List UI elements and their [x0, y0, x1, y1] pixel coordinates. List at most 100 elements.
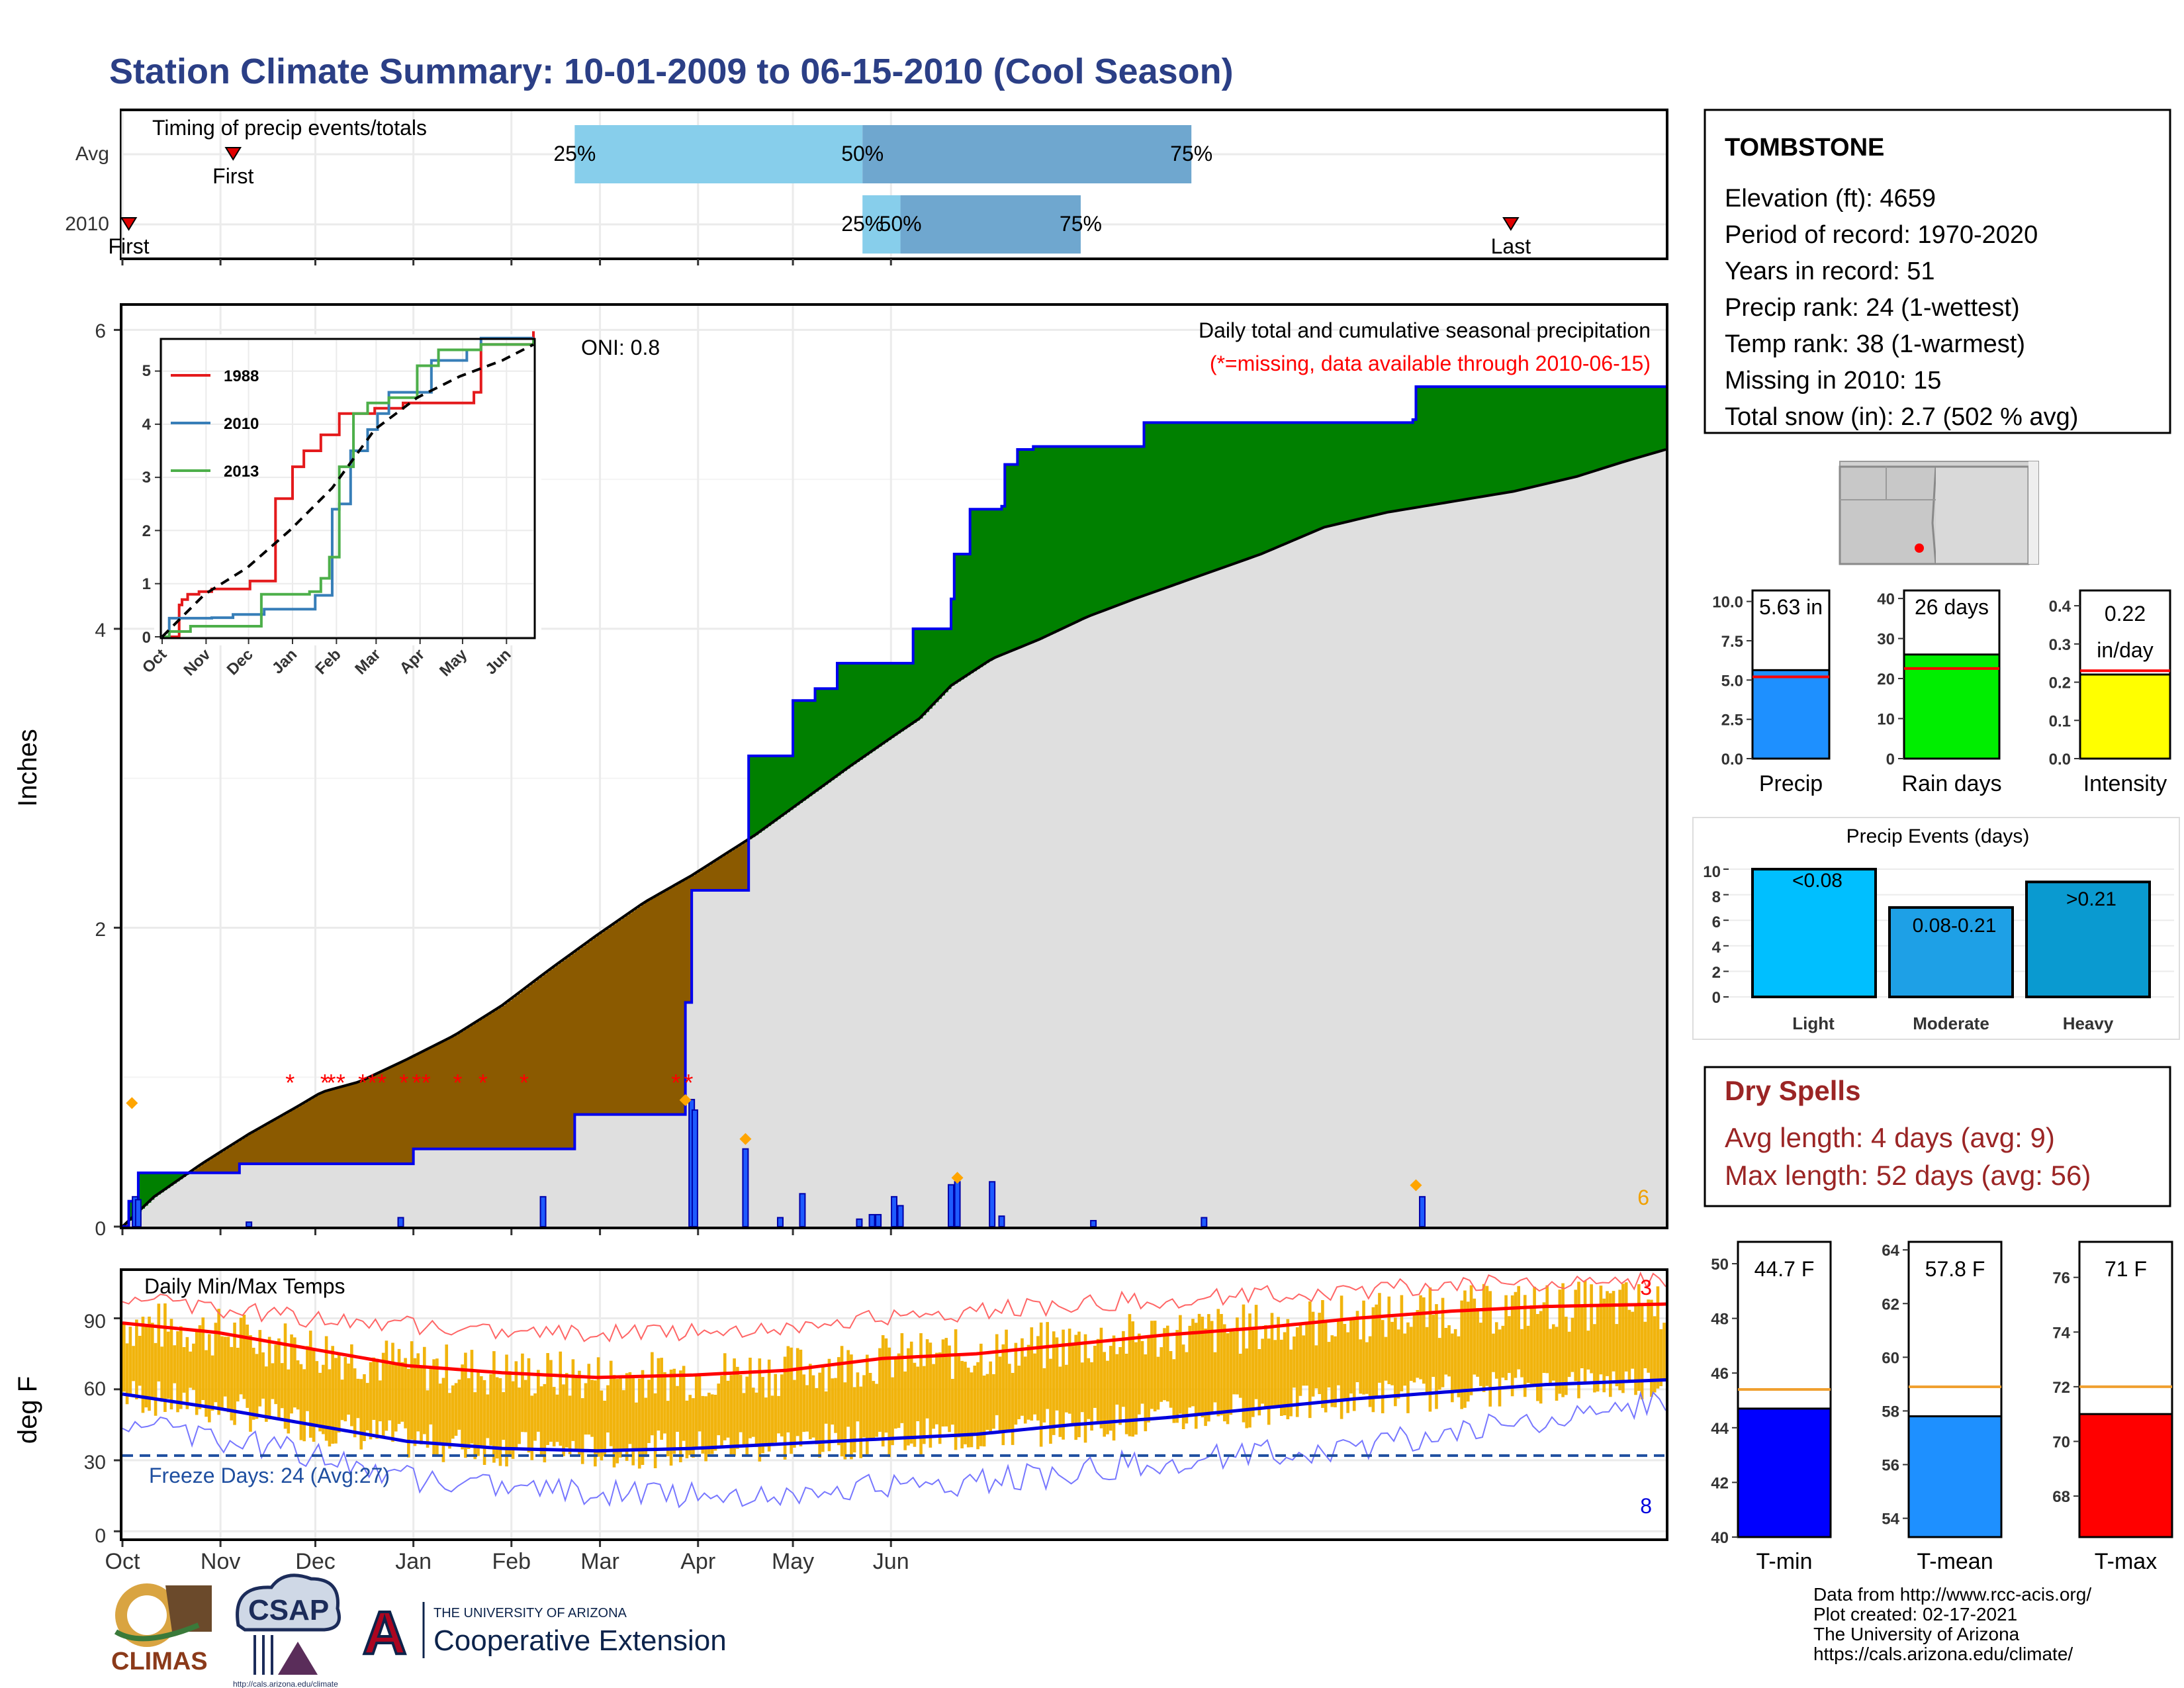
- mini-tmean-value-label: 57.8 F: [1925, 1257, 1985, 1281]
- month-label-Dec: Dec: [295, 1549, 335, 1574]
- events-tick-10: 10: [1703, 863, 1721, 881]
- mini-tmin-ytick-2: 44: [1711, 1420, 1729, 1438]
- timing-y2010-first-marker: [120, 217, 138, 231]
- timing-y2010-first-label: First: [108, 234, 149, 258]
- daily-precip-bar-9: [799, 1193, 806, 1228]
- credit-plot-created: Plot created: 02-17-2021: [1813, 1604, 2017, 1624]
- events-label-heavy: >0.21: [2066, 888, 2116, 910]
- mini-intensity-value-label: 0.22: [2105, 602, 2146, 626]
- timing-y2010-q25-label: 25%: [841, 212, 884, 236]
- station-name: TOMBSTONE: [1725, 134, 1884, 162]
- events-label-light: <0.08: [1792, 870, 1843, 892]
- precip-baseline-area: [122, 449, 1666, 1227]
- mini-intensity-ytick-4: 0.4: [2049, 598, 2071, 616]
- avg-tmin-line: [122, 1378, 1666, 1453]
- missing-day-marker-14: *: [684, 1069, 693, 1096]
- precip-average-cumulative-line: [121, 448, 1666, 1228]
- ua-coop-extension: Cooperative Extension: [433, 1624, 727, 1657]
- dry-spells-box: Dry Spells Avg length: 4 days (avg: 9) M…: [1704, 1066, 2171, 1207]
- ua-name: THE UNIVERSITY OF ARIZONA: [433, 1606, 627, 1620]
- timing-label: Timing of precip events/totals: [152, 116, 427, 140]
- missing-day-marker-4: *: [358, 1069, 367, 1096]
- snow-marker-2: [739, 1133, 752, 1145]
- precip-tick-4: 4: [95, 620, 106, 641]
- precip-panel: Inches * ** * * * * * * * * * * * * 0 2 4 6 Daily tot…: [13, 303, 1668, 1240]
- mini-raindays-ytick-4: 40: [1877, 590, 1895, 608]
- month-label-Apr: Apr: [680, 1549, 715, 1574]
- month-label-Nov: Nov: [201, 1549, 240, 1574]
- university-of-arizona-logo: A THE UNIVERSITY OF ARIZONA Cooperative …: [359, 1598, 727, 1668]
- month-label-Feb: Feb: [492, 1549, 531, 1574]
- precip-tick-6: 6: [95, 320, 106, 342]
- mini-tmax-ytick-3: 74: [2052, 1324, 2070, 1342]
- precip-above-average-area: [122, 387, 1666, 1227]
- events-label-moderate: 0.08-0.21: [1913, 915, 1997, 937]
- record-min-line: [122, 1391, 1666, 1509]
- info-years: Years in record: 51: [1725, 258, 1935, 285]
- mini-tmean-ytick-0: 54: [1882, 1511, 1899, 1528]
- avg-tmax-line: [122, 1302, 1666, 1380]
- inset-ytick-0: 0: [142, 629, 151, 647]
- events-cat-light: Light: [1792, 1013, 1835, 1033]
- daily-precip-bar-20: [1201, 1217, 1208, 1228]
- timing-avg-q75-label: 75%: [1170, 142, 1212, 165]
- mini-tmean-axis-label: T-mean: [1917, 1549, 1993, 1574]
- inset-chart: 0 1 2 3 4 5 Oct Nov Dec Jan Feb Mar Apr May Jun …: [139, 331, 541, 680]
- temp-count-top: 3: [1640, 1276, 1652, 1299]
- missing-day-marker-13: *: [671, 1069, 680, 1096]
- snow-marker-1: [679, 1094, 692, 1106]
- mini-precip-ytick-4: 10.0: [1712, 594, 1743, 612]
- missing-day-marker-9: *: [422, 1069, 431, 1096]
- missing-day-marker-5: *: [368, 1069, 377, 1096]
- locator-map: [1839, 461, 2039, 565]
- info-precip-rank: Precip rank: 24 (1-wettest): [1725, 294, 2020, 322]
- mini-raindays-ytick-1: 10: [1877, 711, 1895, 729]
- missing-note: (*=missing, data available through 2010-…: [1210, 352, 1651, 375]
- daily-precip-bar-7: [742, 1148, 749, 1228]
- credit-data-source: Data from http://www.rcc-acis.org/: [1813, 1584, 2091, 1605]
- month-label-Oct: Oct: [105, 1549, 140, 1574]
- daily-precip-bar-8: [776, 1217, 784, 1228]
- daily-precip-bar-17: [989, 1181, 996, 1227]
- events-bar-moderate: [1888, 906, 2014, 999]
- inset-legend-2013: 2013: [224, 463, 259, 481]
- daily-precip-bar-3: [397, 1217, 404, 1228]
- climas-wordmark: CLIMAS: [111, 1648, 208, 1675]
- mini-tmax-ytick-1: 70: [2052, 1433, 2070, 1451]
- mini-raindays-value-label: 26 days: [1915, 595, 1989, 619]
- events-bar-heavy: [2025, 880, 2151, 999]
- mini-tmean-ytick-1: 56: [1882, 1457, 1899, 1475]
- inset-ytick-1: 1: [142, 575, 151, 593]
- csap-url: http://cals.arizona.edu/climate: [233, 1679, 338, 1688]
- daily-precip-bar-18: [998, 1215, 1005, 1228]
- daily-precip-bar-14: [897, 1205, 904, 1227]
- mini-precip-ytick-3: 7.5: [1721, 633, 1743, 651]
- temp-ylabel: deg F: [13, 1376, 42, 1444]
- daily-precip-bar-12: [875, 1213, 882, 1227]
- timing-y2010-last-label: Last: [1491, 234, 1531, 258]
- mini-precip-ytick-1: 2.5: [1721, 712, 1743, 729]
- mini-tmax-value-label: 71 F: [2105, 1257, 2147, 1281]
- snow-marker-0: [126, 1097, 138, 1109]
- timing-row-2010: 2010: [65, 213, 109, 235]
- mini-intensity-value-unit: in/day: [2097, 638, 2153, 662]
- mini-precip-ytick-2: 5.0: [1721, 672, 1743, 690]
- mini-intensity-ytick-2: 0.2: [2049, 675, 2071, 692]
- timing-avg-q50-q75-bar: [862, 125, 1192, 183]
- mini-tmin-ytick-0: 40: [1711, 1529, 1729, 1547]
- mini-raindays-axis-label: Rain days: [1901, 771, 2001, 796]
- temp-tick-30: 30: [84, 1452, 106, 1474]
- temp-label: Daily Min/Max Temps: [144, 1274, 345, 1298]
- credits: Data from http://www.rcc-acis.org/ Plot …: [1813, 1584, 2091, 1664]
- mini-tmin-ytick-5: 50: [1711, 1256, 1729, 1274]
- missing-day-marker-3: *: [336, 1069, 345, 1096]
- daily-precip-bar-11: [868, 1213, 876, 1227]
- daily-precip-bar-6: [691, 1109, 698, 1228]
- inset-average-line: [161, 343, 534, 638]
- snow-marker-3: [951, 1172, 964, 1184]
- mini-tmean-value-bar: [1907, 1415, 2003, 1538]
- timing-panel: Timing of precip events/totals Avg 2010 …: [65, 109, 1799, 265]
- inset-line-1988: [162, 331, 535, 638]
- mini-tmax-axis-label: T-max: [2095, 1549, 2157, 1574]
